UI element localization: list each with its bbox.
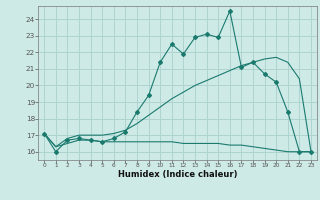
X-axis label: Humidex (Indice chaleur): Humidex (Indice chaleur) <box>118 170 237 179</box>
